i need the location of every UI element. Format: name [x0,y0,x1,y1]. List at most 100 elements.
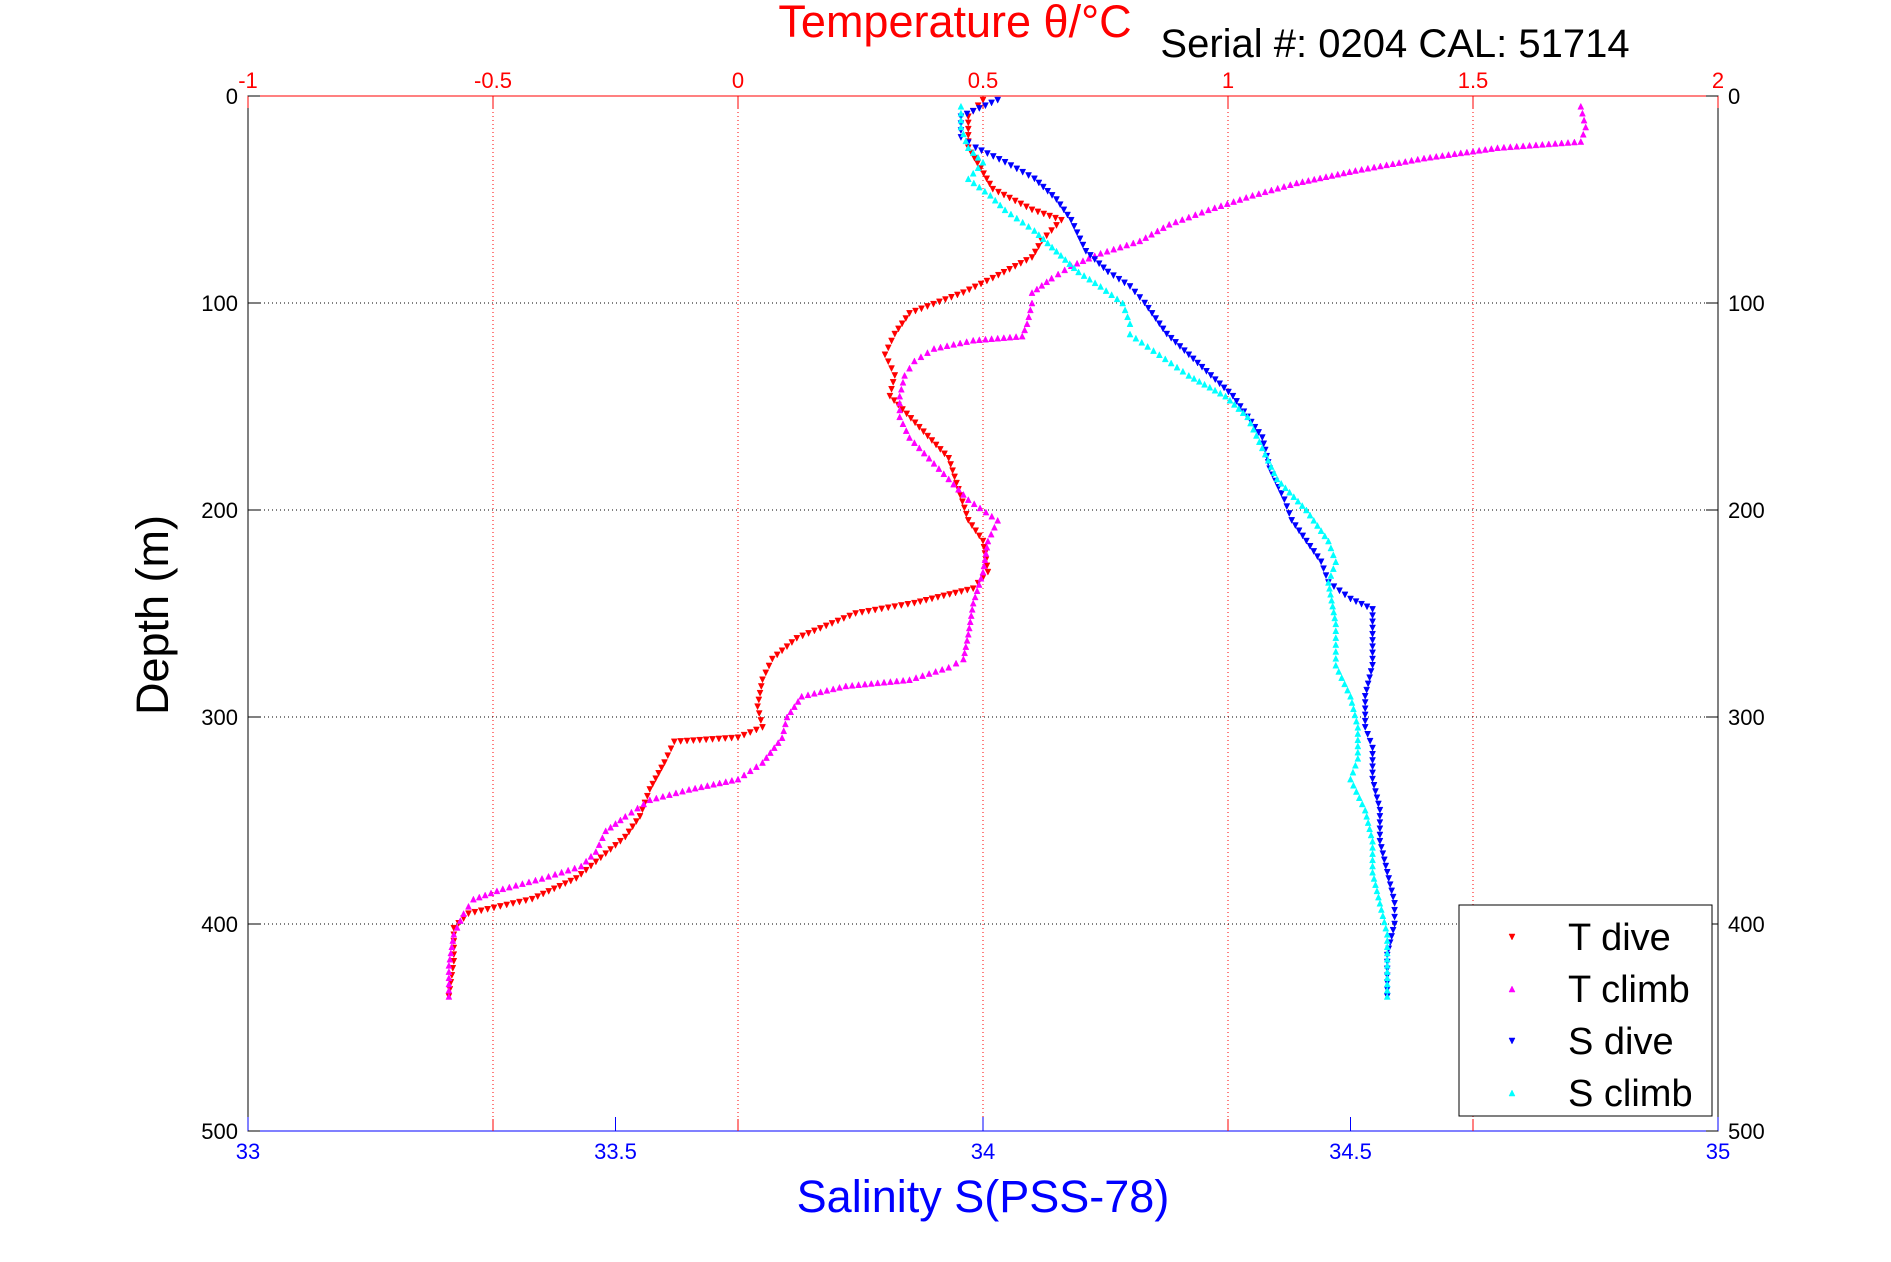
data-point [734,734,742,742]
data-point [984,568,992,576]
data-point [1185,213,1193,221]
depth-tick-label-left: 500 [201,1119,238,1144]
data-point [722,778,730,785]
chart-title: Temperature θ/°C [778,0,1131,47]
data-point [950,340,958,348]
depth-tick-label-left: 0 [226,84,238,109]
data-point [783,643,791,651]
legend-box [1458,904,1713,1117]
data-point [1017,200,1025,208]
data-point [1380,918,1388,926]
data-point [1351,711,1359,719]
data-point [768,655,776,663]
data-point [1035,243,1042,250]
data-point [640,800,648,808]
data-point [1438,151,1446,159]
data-point [1426,153,1434,161]
data-point [646,786,654,794]
data-point [959,289,967,297]
data-point [804,691,812,699]
data-point [1110,272,1117,280]
data-point [477,907,485,915]
data-point [1191,211,1199,218]
data-point [1119,299,1127,307]
data-point [1288,517,1296,524]
data-point [1457,149,1465,157]
data-point [867,679,875,687]
data-point [1035,231,1043,238]
data-point [564,866,572,874]
data-point [880,678,888,686]
data-point [930,459,938,467]
data-point [959,130,967,138]
data-point [945,475,953,483]
data-point [1082,248,1090,255]
data-point [1341,680,1349,688]
data-point [996,201,1004,209]
data-point [884,358,892,366]
data-point [545,888,553,895]
data-point [829,685,837,693]
data-point [982,508,990,516]
data-point [943,342,951,350]
data-point [1358,800,1366,808]
data-point [979,158,987,166]
data-point [1006,266,1014,273]
data-point [1354,754,1362,762]
data-point [902,427,910,434]
data-point [721,735,729,743]
data-point [1150,347,1157,354]
data-point [447,949,455,957]
data-point [987,530,995,538]
data-point [1389,926,1397,934]
data-point [450,930,458,938]
data-point [691,784,699,792]
data-point [1332,627,1340,634]
data-point [1382,924,1390,932]
data-point [754,703,762,711]
data-point [1173,363,1181,371]
data-point [1144,304,1152,312]
data-point [1291,522,1299,530]
data-point [1142,234,1150,241]
data-point [935,465,943,472]
data-point [1328,171,1336,179]
data-point [982,102,989,110]
data-point [888,365,895,373]
data-point [1375,893,1382,901]
data-point [1286,181,1294,188]
data-point [890,397,898,405]
depth-tick-label-left: 400 [201,912,238,937]
data-point [1261,188,1269,196]
data-point [1330,583,1338,591]
data-point [1350,781,1357,789]
temperature-tick-label: -1 [238,68,258,93]
data-point [957,102,965,110]
data-point [932,441,940,449]
data-point [1380,856,1388,864]
data-point [1361,806,1369,814]
data-point [1369,643,1376,651]
data-point [1121,306,1129,314]
data-point [1075,268,1082,276]
data-point [1367,668,1375,676]
data-point [816,625,824,632]
data-point [891,372,899,380]
data-point [950,480,958,488]
data-point [1377,844,1385,851]
data-point [842,682,850,690]
data-point [1011,263,1019,270]
data-point [1475,146,1483,154]
data-point [512,881,520,889]
data-point [1285,510,1293,518]
data-point [1352,787,1360,795]
data-point [702,736,710,744]
data-point [798,692,806,700]
data-point [1086,252,1094,259]
data-point [1220,384,1228,392]
data-point [599,834,606,841]
data-point [1317,558,1325,566]
data-point [975,336,983,343]
data-point [1299,178,1306,185]
data-point [974,153,982,161]
